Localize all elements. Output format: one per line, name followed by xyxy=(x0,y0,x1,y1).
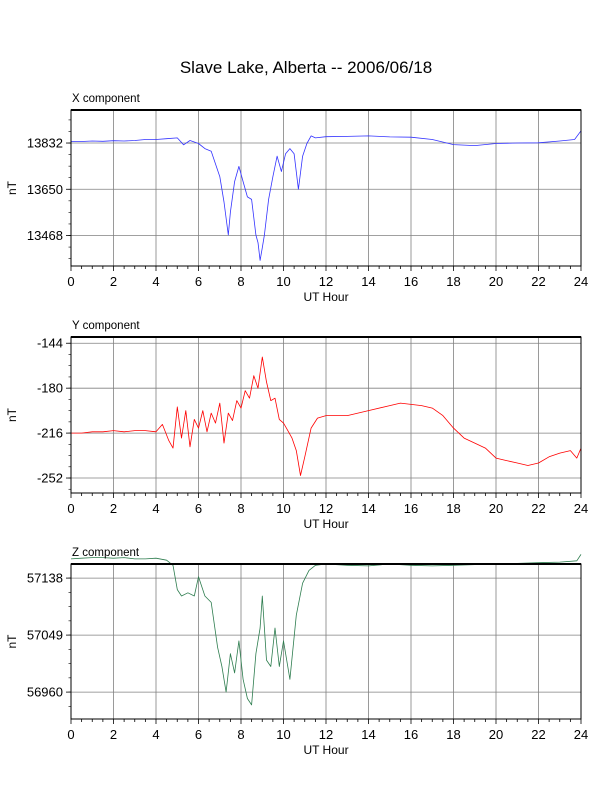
x-tick-label: 18 xyxy=(446,501,460,516)
x-tick-label: 24 xyxy=(574,274,588,289)
x-tick-label: 0 xyxy=(67,501,74,516)
series-line xyxy=(71,130,582,261)
x-tick-label: 20 xyxy=(489,727,503,742)
x-tick-label: 4 xyxy=(152,274,159,289)
x-tick-label: 22 xyxy=(531,501,545,516)
x-tick-label: 24 xyxy=(574,727,588,742)
x-tick-label: 22 xyxy=(531,274,545,289)
x-tick-label: 8 xyxy=(237,274,244,289)
x-tick-label: 4 xyxy=(152,501,159,516)
x-tick-label: 12 xyxy=(319,727,333,742)
x-tick-label: 20 xyxy=(489,274,503,289)
x-tick-label: 10 xyxy=(276,727,290,742)
x-tick-label: 2 xyxy=(110,727,117,742)
y-tick-label: 13468 xyxy=(27,228,63,243)
x-axis-label: UT Hour xyxy=(303,743,348,757)
x-tick-label: 16 xyxy=(404,501,418,516)
x-tick-label: 14 xyxy=(361,501,375,516)
x-axis-label: UT Hour xyxy=(303,517,348,531)
x-tick-label: 2 xyxy=(110,274,117,289)
x-tick-label: 10 xyxy=(276,274,290,289)
y-tick-label: 13832 xyxy=(27,136,63,151)
x-tick-label: 12 xyxy=(319,274,333,289)
x-tick-label: 6 xyxy=(195,501,202,516)
y-tick-label: -252 xyxy=(37,471,63,486)
x-tick-label: 18 xyxy=(446,727,460,742)
x-tick-label: 16 xyxy=(404,274,418,289)
x-tick-label: 14 xyxy=(361,727,375,742)
x-tick-label: 6 xyxy=(195,727,202,742)
x-tick-label: 18 xyxy=(446,274,460,289)
x-tick-label: 4 xyxy=(152,727,159,742)
series-line xyxy=(71,356,582,476)
panel-title: Z component xyxy=(72,547,140,559)
y-tick-label: 56960 xyxy=(27,685,63,700)
x-tick-label: 8 xyxy=(237,727,244,742)
y-tick-label: 57138 xyxy=(27,571,63,586)
x-tick-label: 24 xyxy=(574,501,588,516)
x-tick-label: 10 xyxy=(276,501,290,516)
x-tick-label: 6 xyxy=(195,274,202,289)
x-axis-label: UT Hour xyxy=(303,290,348,304)
panel-title: Y component xyxy=(72,320,140,332)
x-tick-label: 12 xyxy=(319,501,333,516)
y-axis-label: nT xyxy=(5,634,19,649)
y-tick-label: 13650 xyxy=(27,182,63,197)
y-tick-label: -144 xyxy=(37,336,63,351)
y-tick-label: -216 xyxy=(37,426,63,441)
y-tick-label: 57049 xyxy=(27,628,63,643)
series-line xyxy=(70,554,582,706)
chart-title: Slave Lake, Alberta -- 2006/06/18 xyxy=(179,58,433,77)
x-tick-label: 22 xyxy=(531,727,545,742)
x-tick-label: 20 xyxy=(489,501,503,516)
y-axis-label: nT xyxy=(5,180,19,195)
x-tick-label: 0 xyxy=(67,274,74,289)
panel-title: X component xyxy=(72,93,141,105)
x-tick-label: 0 xyxy=(67,727,74,742)
x-tick-label: 14 xyxy=(361,274,375,289)
x-tick-label: 8 xyxy=(237,501,244,516)
x-tick-label: 2 xyxy=(110,501,117,516)
y-axis-label: nT xyxy=(5,407,19,422)
x-tick-label: 16 xyxy=(404,727,418,742)
y-tick-label: -180 xyxy=(37,381,63,396)
